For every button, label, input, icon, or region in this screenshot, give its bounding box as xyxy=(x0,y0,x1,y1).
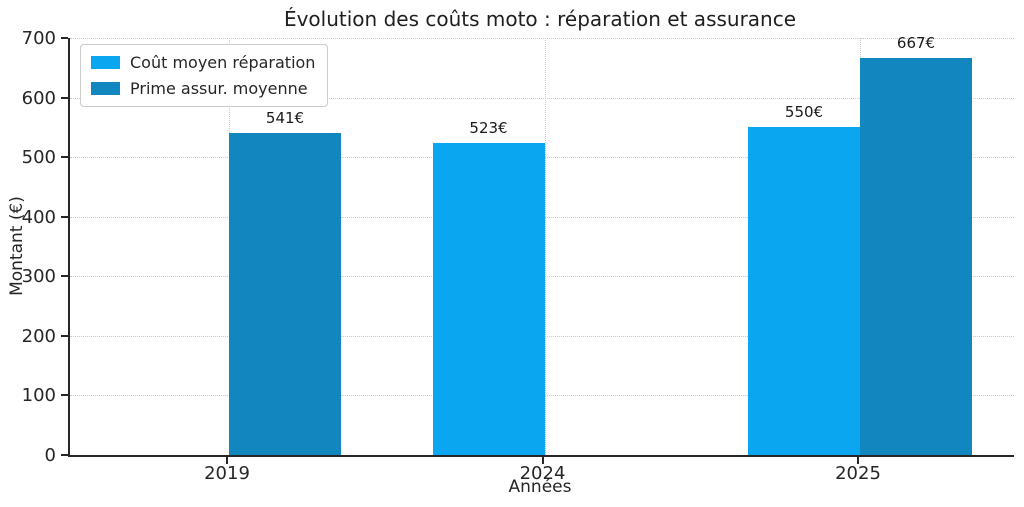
legend-item: Prime assur. moyenne xyxy=(91,79,315,98)
y-tick-mark xyxy=(61,96,68,99)
y-tick-mark xyxy=(61,275,68,278)
legend-swatch xyxy=(91,56,120,69)
legend-swatch xyxy=(91,82,120,95)
chart-title: Évolution des coûts moto : réparation et… xyxy=(283,7,797,31)
y-tick-label: 200 xyxy=(21,325,56,347)
y-tick-label: 400 xyxy=(21,206,56,228)
bar-value-label: 550€ xyxy=(784,103,824,122)
y-tick-label: 100 xyxy=(21,385,56,407)
h-gridline xyxy=(70,38,1014,39)
y-tick-label: 600 xyxy=(21,87,56,109)
x-tick-mark xyxy=(541,457,544,464)
bar-value-label: 523€ xyxy=(469,119,508,138)
y-tick-label: 300 xyxy=(21,266,56,288)
bar-2024-series0 xyxy=(432,143,545,455)
x-axis-label: Années xyxy=(508,477,572,497)
x-tick-label: 2025 xyxy=(835,463,881,484)
bar-value-label: 667€ xyxy=(896,33,936,52)
y-tick-mark xyxy=(61,37,68,39)
h-gridline xyxy=(70,97,1014,99)
y-tick-mark xyxy=(61,334,68,337)
y-tick-mark xyxy=(61,156,68,159)
legend-label: Prime assur. moyenne xyxy=(130,79,308,98)
legend: Coût moyen réparation Prime assur. moyenn… xyxy=(80,44,329,107)
bar-2019-series1 xyxy=(229,132,341,455)
y-tick-label: 500 xyxy=(21,147,56,169)
bar-2025-series0 xyxy=(748,127,860,455)
bar-value-label: 541€ xyxy=(265,108,305,127)
legend-item: Coût moyen réparation xyxy=(91,53,315,72)
plot-area: Coût moyen réparation Prime assur. moyenn… xyxy=(68,34,1014,457)
y-tick-label: 700 xyxy=(21,28,56,49)
x-tick-mark xyxy=(226,457,228,464)
x-tick-label: 2024 xyxy=(519,463,566,484)
v-gridline xyxy=(544,38,546,455)
y-tick-mark xyxy=(61,215,68,218)
x-tick-mark xyxy=(857,457,859,464)
x-tick-label: 2019 xyxy=(204,463,250,484)
bar-2025-series1 xyxy=(860,57,972,455)
y-tick-mark xyxy=(61,454,68,456)
y-tick-mark xyxy=(61,394,68,397)
legend-label: Coût moyen réparation xyxy=(130,53,316,72)
y-tick-label: 0 xyxy=(44,445,56,466)
